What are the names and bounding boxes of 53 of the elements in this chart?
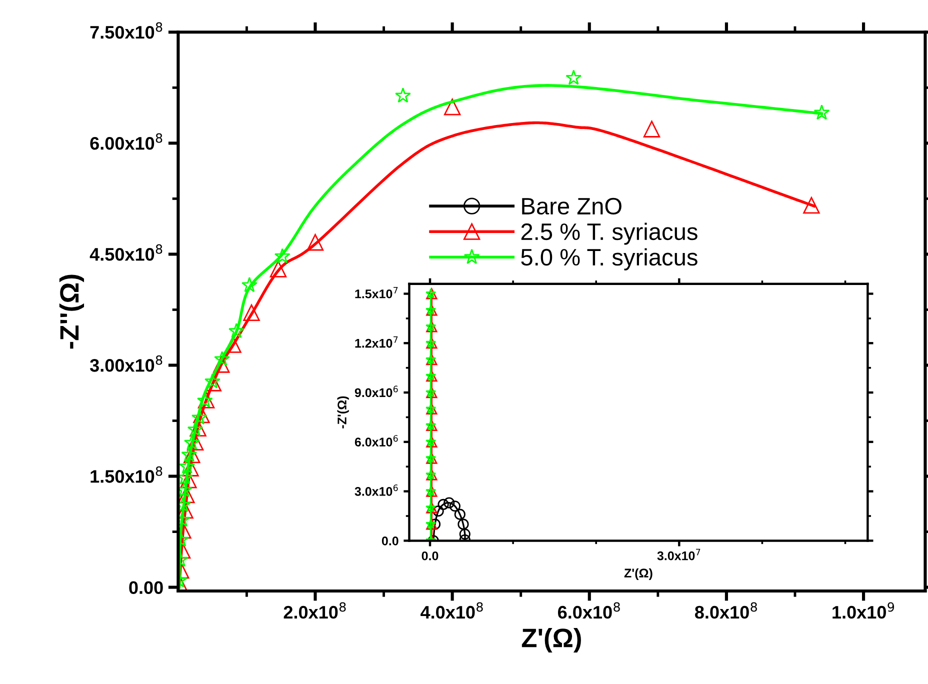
- x-axis-title: Z'(Ω): [624, 568, 652, 580]
- point: [643, 120, 660, 138]
- y-tick-label: 3.00x10$^{8}$: [90, 355, 162, 372]
- point: [228, 322, 244, 338]
- point: [458, 518, 469, 530]
- point: [395, 87, 411, 103]
- x-tick-label: 8.0x10$^{8}$: [694, 602, 757, 619]
- point: [306, 234, 324, 251]
- point: [274, 248, 290, 264]
- point: [432, 506, 444, 517]
- legend-label: 5.0 % T. syriacus: [521, 248, 698, 270]
- point: [178, 469, 193, 485]
- point: [184, 434, 200, 450]
- point: [444, 98, 461, 116]
- y-tick-label: 0.00: [129, 581, 163, 594]
- y-tick-label: 6.0x10$^{6}$: [354, 435, 398, 446]
- point: [179, 458, 196, 474]
- y-axis-title: -Z''(Ω): [59, 274, 84, 349]
- point: [449, 500, 460, 512]
- point: [181, 446, 198, 462]
- y-axis-title: -Z'(Ω): [337, 396, 349, 428]
- point: [803, 197, 820, 214]
- y-tick-label: 0.0: [382, 536, 398, 546]
- point: [814, 104, 830, 120]
- point: [241, 276, 258, 292]
- point: [444, 497, 455, 508]
- point: [566, 70, 582, 85]
- x-tick-label: 4.0x10$^{8}$: [420, 602, 483, 619]
- y-tick-label: 9.0x10$^{6}$: [354, 386, 398, 398]
- y-tick-label: 7.50x10$^{8}$: [90, 22, 162, 39]
- point: [214, 350, 230, 366]
- y-tick-label: 1.5x10$^{7}$: [355, 287, 398, 298]
- x-tick-label: 1.0x10$^{9}$: [832, 602, 894, 619]
- point: [459, 528, 470, 540]
- point: [187, 421, 204, 436]
- legend-label: Bare ZnO: [522, 198, 622, 215]
- x-tick-label: 3.0x10$^{7}$: [657, 548, 700, 560]
- y-tick-label: 6.00x10$^{8}$: [90, 133, 162, 150]
- point: [213, 356, 230, 373]
- point: [243, 304, 260, 322]
- x-tick-label: 2.0x10$^{8}$: [284, 602, 346, 619]
- y-tick-label: 1.2x10$^{7}$: [355, 336, 398, 348]
- y-tick-label: 1.50x10$^{8}$: [90, 466, 162, 483]
- point: [191, 409, 208, 425]
- x-axis-title: Z'(Ω): [522, 628, 581, 653]
- x-tick-label: 6.0x10$^{8}$: [558, 602, 620, 619]
- y-tick-label: 3.0x10$^{6}$: [354, 484, 398, 496]
- point: [204, 373, 220, 388]
- legend-label: 2.5 % T. syriacus: [521, 222, 698, 245]
- point: [270, 260, 287, 278]
- point: [438, 498, 449, 510]
- point: [454, 508, 466, 520]
- y-tick-label: 4.50x10$^{8}$: [90, 244, 162, 261]
